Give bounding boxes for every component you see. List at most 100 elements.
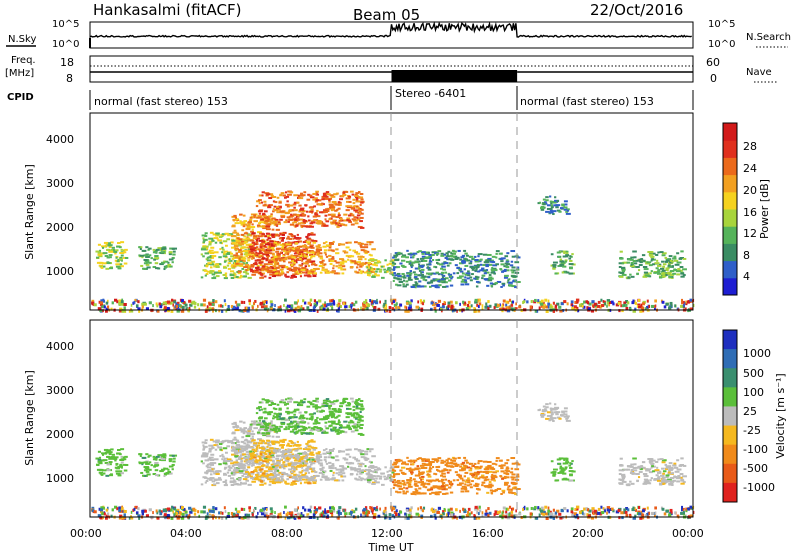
power-scatter-cell — [120, 248, 123, 251]
power-scatter-cell — [249, 251, 255, 254]
power-clutter-cell — [644, 307, 647, 311]
power-scatter-cell — [496, 280, 502, 283]
velocity-scatter-cell — [308, 440, 313, 443]
power-clutter-cell — [646, 299, 649, 303]
velocity-scatter-cell — [336, 432, 340, 435]
power-clutter-cell — [537, 299, 540, 303]
velocity-scatter-cell — [205, 465, 209, 468]
power-scatter-cell — [202, 241, 206, 244]
power-scatter-cell — [231, 264, 236, 267]
power-scatter-cell — [280, 248, 286, 251]
power-scatter-cell — [387, 267, 392, 270]
power-clutter-cell — [369, 298, 371, 302]
power-scatter-cell — [541, 202, 545, 205]
velocity-scatter-cell — [441, 481, 446, 484]
power-clutter-cell — [508, 298, 512, 302]
velocity-scatter-cell — [261, 472, 266, 475]
power-scatter-cell — [306, 251, 311, 254]
power-clutter-cell — [152, 304, 154, 308]
power-clutter-cell — [319, 306, 322, 310]
power-clutter-cell — [420, 301, 424, 305]
noise-tick-right-low: 10^0 — [708, 39, 735, 50]
power-scatter-cell — [288, 218, 293, 221]
power-clutter-cell — [111, 301, 114, 305]
velocity-scatter-cell — [230, 459, 234, 462]
velocity-scatter-cell — [138, 453, 141, 456]
power-scatter-cell — [559, 263, 564, 266]
power-scatter-cell — [310, 250, 315, 253]
power-scatter-cell — [458, 275, 464, 278]
power-scatter-cell — [261, 240, 265, 243]
power-scatter-cell — [493, 269, 498, 272]
velocity-scatter-cell — [297, 401, 300, 404]
power-clutter-cell — [202, 298, 207, 302]
velocity-scatter-cell — [322, 410, 325, 413]
power-scatter-cell — [359, 220, 363, 223]
velocity-scatter-cell — [261, 440, 265, 443]
power-clutter-cell — [505, 306, 509, 310]
power-scatter-cell — [483, 269, 487, 272]
power-clutter-cell — [279, 305, 282, 309]
power-clutter-cell — [552, 301, 555, 305]
power-scatter-cell — [505, 265, 509, 268]
power-scatter-cell — [239, 220, 242, 223]
power-clutter-cell — [574, 300, 578, 304]
power-clutter-cell — [243, 300, 246, 304]
velocity-scatter-cell — [261, 401, 264, 404]
power-scatter-cell — [500, 285, 503, 288]
power-scatter-cell — [465, 259, 469, 262]
velocity-scatter-cell — [235, 425, 239, 428]
power-scatter-cell — [240, 253, 243, 256]
power-clutter-cell — [231, 307, 234, 311]
power-scatter-cell — [649, 252, 652, 255]
power-scatter-cell — [440, 271, 445, 274]
power-scatter-cell — [315, 199, 320, 202]
power-scatter-cell — [243, 275, 247, 278]
velocity-scatter-cell — [394, 463, 397, 466]
velocity-scatter-cell — [292, 410, 297, 413]
velocity-scatter-cell — [339, 468, 345, 471]
power-scatter-cell — [278, 200, 282, 203]
power-scatter-cell — [247, 259, 251, 262]
power-clutter-cell — [623, 301, 627, 305]
power-scatter-cell — [682, 257, 687, 260]
power-scatter-cell — [290, 234, 295, 237]
power-scatter-cell — [249, 234, 253, 237]
power-scatter-cell — [494, 282, 498, 285]
velocity-scatter-cell — [251, 433, 256, 436]
power-scatter-cell — [258, 250, 262, 253]
velocity-scatter-cell — [256, 459, 261, 462]
power-scatter-cell — [259, 232, 264, 235]
velocity-scatter-cell — [122, 456, 126, 459]
velocity-scatter-cell — [409, 477, 412, 480]
power-scatter-cell — [321, 224, 326, 227]
power-scatter-cell — [247, 221, 253, 224]
velocity-scatter-cell — [304, 462, 309, 465]
power-clutter-cell — [366, 306, 369, 310]
velocity-scatter-cell — [331, 463, 335, 466]
velocity-scatter-cell — [243, 439, 249, 442]
power-scatter-cell — [358, 191, 361, 194]
velocity-scatter-cell — [345, 458, 349, 461]
power-scatter-cell — [675, 270, 681, 273]
power-scatter-cell — [623, 261, 628, 264]
power-scatter-cell — [474, 260, 480, 263]
power-scatter-cell — [397, 278, 402, 281]
velocity-scatter-cell — [288, 411, 294, 414]
velocity-scatter-cell — [386, 475, 390, 478]
power-clutter-cell — [502, 307, 505, 311]
power-scatter-cell — [422, 259, 428, 262]
velocity-scatter-cell — [448, 486, 452, 489]
power-scatter-cell — [276, 247, 282, 250]
power-scatter-cell — [240, 221, 246, 224]
power-scatter-cell — [459, 268, 463, 271]
power-scatter-cell — [262, 253, 267, 256]
power-scatter-cell — [441, 281, 446, 284]
power-scatter-cell — [682, 274, 686, 277]
power-scatter-cell — [242, 246, 246, 249]
power-scatter-cell — [246, 268, 251, 271]
power-scatter-cell — [283, 258, 288, 261]
power-scatter-cell — [310, 255, 316, 258]
power-clutter-cell — [288, 305, 292, 309]
power-scatter-cell — [460, 283, 465, 286]
